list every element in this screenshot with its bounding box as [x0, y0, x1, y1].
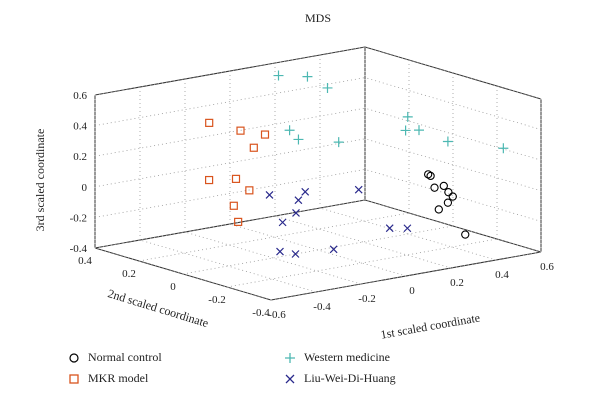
grid-line [364, 169, 542, 222]
z-tick-label: -0.4 [70, 243, 88, 255]
data-points [205, 70, 509, 258]
z-axis-label: 3rd scaled coordinate [33, 129, 47, 232]
x-tick-label: -0.2 [358, 293, 375, 305]
y-tick-label: 0 [170, 281, 176, 293]
grid-line [364, 199, 542, 253]
grid-line [182, 225, 454, 275]
y-tick-label: -0.4 [252, 307, 270, 319]
normal-control-point [444, 188, 453, 197]
x-tick-label: 0.6 [540, 261, 554, 273]
x-tick-label: -0.6 [268, 309, 286, 321]
western-medicine-point [400, 125, 411, 136]
western-medicine-point [293, 134, 304, 145]
normal-control-point [434, 205, 443, 214]
normal-control-point [461, 230, 470, 239]
western-medicine-point [333, 137, 344, 148]
z-tick-label: 0.2 [73, 151, 87, 163]
liu-wei-di-huang-point [294, 196, 303, 205]
western-medicine-point [284, 125, 295, 136]
grid-line [270, 251, 542, 301]
mkr-model-point [205, 118, 214, 127]
grid-lines [94, 46, 542, 301]
mkr-model-point [234, 217, 243, 226]
normal-control-point [426, 171, 435, 181]
grid-line [364, 107, 542, 161]
grid-line [94, 77, 366, 126]
grid-line [139, 239, 317, 293]
z-tick-label: 0.6 [73, 90, 87, 102]
mkr-model-point [205, 175, 214, 185]
normal-control-point [448, 192, 457, 201]
y-tick-label: 0.2 [122, 268, 136, 280]
western-medicine-point [402, 111, 413, 122]
x-axis-label: 1st scaled coordinate [380, 310, 482, 341]
liu-wei-di-huang-point [385, 224, 394, 233]
grid-line [94, 169, 366, 218]
normal-control-point [423, 170, 433, 179]
liu-wei-di-huang-point [403, 224, 412, 233]
y-tick-label: 0.4 [78, 255, 92, 267]
grid-line [94, 107, 366, 157]
normal-control-point [439, 181, 448, 191]
y-tick-label: -0.2 [208, 294, 225, 306]
grid-line [184, 231, 362, 285]
x-tick-label: 0.4 [495, 269, 509, 281]
mkr-model-point [249, 143, 258, 152]
grid-line [319, 207, 497, 261]
x-tick-label: 0 [409, 285, 415, 297]
axes-frame [94, 46, 542, 301]
liu-wei-di-huang-point [291, 250, 300, 258]
normal-control-point [430, 183, 439, 192]
liu-wei-di-huang-point [329, 245, 338, 254]
grid-line [364, 138, 542, 192]
liu-wei-di-huang-point [354, 185, 363, 194]
liu-wei-di-huang-point [301, 187, 310, 196]
western-medicine-point [302, 71, 313, 82]
liu-wei-di-huang-point [278, 218, 287, 227]
tick-labels: -0.6-0.4-0.200.20.40.6-0.4-0.200.20.4-0.… [70, 90, 555, 321]
grid-line [229, 223, 407, 277]
grid-line [226, 238, 498, 288]
mkr-model-point [236, 126, 245, 135]
grid-line [94, 138, 366, 188]
western-medicine-point [442, 136, 453, 147]
western-medicine-point [498, 143, 509, 154]
z-tick-label: 0 [82, 182, 88, 194]
x-tick-label: 0.2 [450, 277, 464, 289]
western-medicine-point [322, 82, 333, 93]
grid-line [138, 212, 410, 262]
y-axis-label: 2nd scaled coordinate [106, 286, 210, 330]
western-medicine-point [273, 70, 284, 81]
grid-line [94, 247, 272, 301]
normal-control-point [443, 198, 453, 207]
z-tick-label: 0.4 [73, 121, 87, 133]
grid-line [94, 199, 366, 249]
mkr-model-point [245, 186, 254, 195]
mkr-model-point [260, 130, 270, 139]
liu-wei-di-huang-point [292, 208, 300, 217]
chart-title: MDS [305, 11, 331, 25]
grid-line [274, 215, 452, 269]
liu-wei-di-huang-point [265, 191, 274, 199]
western-medicine-point [414, 125, 424, 136]
mkr-model-point [229, 201, 238, 210]
x-tick-label: -0.4 [313, 301, 331, 313]
mkr-model-point [231, 174, 241, 183]
grid-line [94, 46, 366, 96]
z-tick-label: -0.2 [70, 212, 87, 224]
liu-wei-di-huang-point [276, 247, 284, 256]
grid-line [364, 46, 542, 100]
grid-line [364, 77, 542, 130]
